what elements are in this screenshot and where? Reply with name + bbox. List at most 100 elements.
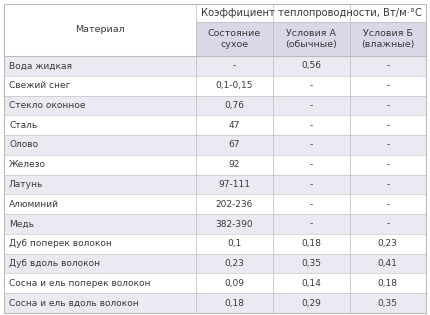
Bar [4, 234, 196, 254]
Bar [196, 76, 273, 95]
Text: -: - [386, 61, 390, 70]
Bar [273, 234, 350, 254]
Bar [273, 76, 350, 95]
Bar [273, 155, 350, 175]
Text: 0,35: 0,35 [378, 299, 398, 308]
Bar [196, 4, 273, 22]
Text: Вода жидкая: Вода жидкая [9, 61, 72, 70]
Text: 0,76: 0,76 [224, 101, 244, 110]
Bar [196, 194, 273, 214]
Text: -: - [386, 101, 390, 110]
Text: 0,14: 0,14 [301, 279, 321, 288]
Bar [350, 155, 426, 175]
Bar [350, 22, 426, 56]
Text: -: - [310, 81, 313, 90]
Text: -: - [310, 121, 313, 130]
Text: 202-236: 202-236 [216, 200, 253, 209]
Text: -: - [310, 180, 313, 189]
Bar [4, 293, 196, 313]
Text: -: - [386, 121, 390, 130]
Text: -: - [386, 180, 390, 189]
Bar [196, 135, 273, 155]
Text: 0,1: 0,1 [227, 239, 242, 248]
Bar [273, 194, 350, 214]
Bar [196, 175, 273, 194]
Bar [273, 254, 350, 273]
Text: Сосна и ель вдоль волокон: Сосна и ель вдоль волокон [9, 299, 139, 308]
Bar [196, 254, 273, 273]
Bar [350, 115, 426, 135]
Bar [273, 22, 350, 56]
Text: Латунь: Латунь [9, 180, 43, 189]
Bar [273, 135, 350, 155]
Text: -: - [386, 81, 390, 90]
Bar [273, 95, 350, 115]
Bar [4, 214, 196, 234]
Text: Свежий снег: Свежий снег [9, 81, 71, 90]
Text: 382-390: 382-390 [215, 220, 253, 229]
Bar [273, 115, 350, 135]
Bar [196, 234, 273, 254]
Bar [273, 56, 350, 76]
Text: 0,23: 0,23 [378, 239, 398, 248]
Bar [350, 56, 426, 76]
Bar [350, 175, 426, 194]
Bar [4, 76, 196, 95]
Bar [196, 214, 273, 234]
Text: Олово: Олово [9, 140, 38, 149]
Bar [196, 95, 273, 115]
Text: Дуб поперек волокон: Дуб поперек волокон [9, 239, 112, 248]
Text: -: - [386, 200, 390, 209]
Text: Условия А
(обычные): Условия А (обычные) [285, 29, 337, 49]
Text: -: - [386, 220, 390, 229]
Bar [196, 56, 273, 76]
Bar [350, 273, 426, 293]
Bar [196, 115, 273, 135]
Text: 92: 92 [229, 160, 240, 169]
Text: 0,18: 0,18 [224, 299, 244, 308]
Text: Сосна и ель поперек волокон: Сосна и ель поперек волокон [9, 279, 150, 288]
Text: Материал: Материал [75, 26, 125, 35]
Text: -: - [386, 160, 390, 169]
Text: -: - [386, 140, 390, 149]
Text: -: - [310, 200, 313, 209]
Text: 47: 47 [229, 121, 240, 130]
Bar [4, 4, 196, 56]
Text: 0,41: 0,41 [378, 259, 398, 268]
Bar [273, 293, 350, 313]
Bar [350, 234, 426, 254]
Bar [273, 175, 350, 194]
Bar [196, 155, 273, 175]
Bar [350, 293, 426, 313]
Bar [196, 22, 273, 56]
Text: 0,29: 0,29 [301, 299, 321, 308]
Text: Состояние
сухое: Состояние сухое [208, 29, 261, 49]
Text: 67: 67 [229, 140, 240, 149]
Bar [4, 115, 196, 135]
Bar [273, 273, 350, 293]
Text: Сталь: Сталь [9, 121, 37, 130]
Text: 97-111: 97-111 [218, 180, 250, 189]
Text: -: - [310, 101, 313, 110]
Bar [4, 155, 196, 175]
Bar [350, 95, 426, 115]
Text: -: - [310, 140, 313, 149]
Text: Медь: Медь [9, 220, 34, 229]
Text: 0,09: 0,09 [224, 279, 244, 288]
Bar [350, 194, 426, 214]
Bar [350, 4, 426, 22]
Bar [4, 175, 196, 194]
Text: Условия Б
(влажные): Условия Б (влажные) [361, 29, 415, 49]
Text: -: - [310, 160, 313, 169]
Bar [196, 273, 273, 293]
Text: 0,18: 0,18 [378, 279, 398, 288]
Text: Дуб вдоль волокон: Дуб вдоль волокон [9, 259, 100, 268]
Bar [350, 76, 426, 95]
Bar [350, 254, 426, 273]
Text: -: - [310, 220, 313, 229]
Text: 0,1-0,15: 0,1-0,15 [216, 81, 253, 90]
Bar [196, 293, 273, 313]
Text: 0,35: 0,35 [301, 259, 321, 268]
Bar [273, 4, 350, 22]
Bar [4, 273, 196, 293]
